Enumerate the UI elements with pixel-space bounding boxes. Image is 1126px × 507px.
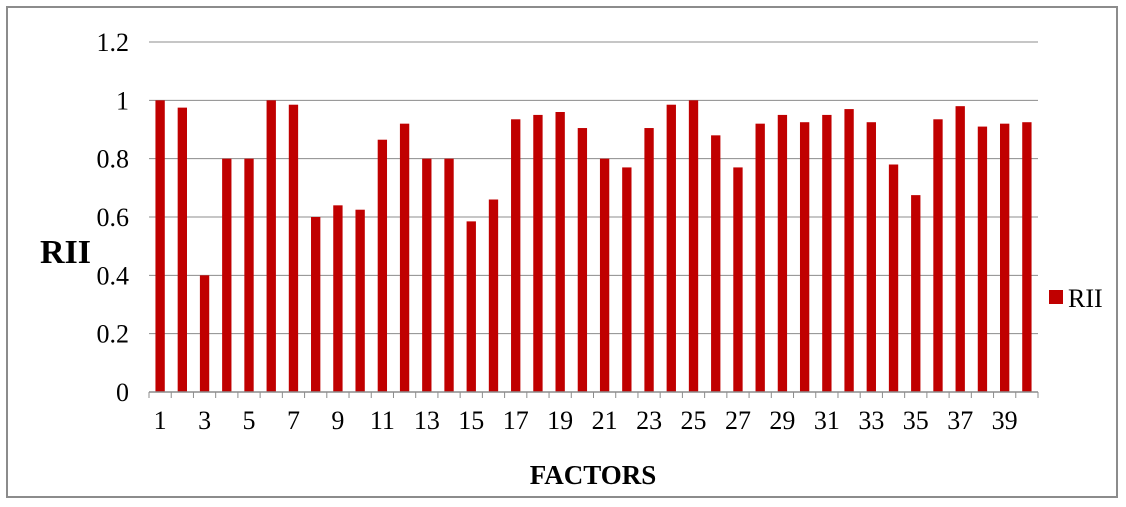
- bar: [266, 100, 276, 392]
- bar: [599, 158, 610, 392]
- x-tick-label: 37: [947, 406, 973, 435]
- bar: [311, 217, 321, 392]
- bar: [399, 123, 410, 393]
- x-tick-label: 31: [814, 406, 840, 435]
- x-tick-label: 19: [547, 406, 573, 435]
- bar: [777, 114, 788, 393]
- bar: [933, 119, 943, 393]
- y-axis-ticks: 0 0.2 0.4 0.6 0.8 1 1.2: [97, 28, 130, 407]
- bar: [488, 199, 499, 392]
- gridlines: [149, 41, 1038, 335]
- y-tick-label: 0: [116, 378, 129, 407]
- bar: [333, 205, 343, 392]
- x-tick-label: 35: [903, 406, 929, 435]
- bar: [866, 122, 876, 392]
- bar: [755, 123, 765, 393]
- bar: [288, 104, 299, 392]
- bar: [555, 112, 565, 392]
- bar: [688, 100, 699, 392]
- bar: [644, 128, 654, 392]
- x-tick-label: 25: [681, 406, 707, 435]
- y-tick-label: 0.8: [97, 145, 130, 174]
- legend: RII: [1049, 284, 1103, 313]
- bar: [244, 158, 254, 392]
- y-tick-label: 0.6: [97, 203, 130, 232]
- bar-chart: 00.20.40.60.811.2 1 3 5 7 9 11 13 15 17 19 21 23 25 2…: [40, 28, 1103, 490]
- chart-frame: 0 0.2 0.4 0.6 0.8 1 1.2 1 3 5 7 9 11 13 15 17 19 21 23 25 2…: [6, 6, 1118, 498]
- bar: [444, 158, 454, 392]
- x-tick-label: 23: [636, 406, 662, 435]
- bar: [511, 119, 521, 393]
- y-axis-title: RII: [40, 234, 91, 271]
- bar: [1022, 122, 1032, 392]
- y-tick-label: 1: [116, 86, 129, 115]
- bar: [799, 122, 810, 392]
- legend-label: RII: [1068, 284, 1103, 313]
- x-tick-label: 1: [154, 406, 167, 435]
- bar: [888, 164, 899, 392]
- bar: [911, 195, 921, 392]
- bar: [733, 167, 743, 392]
- x-tick-label: 21: [592, 406, 618, 435]
- x-tick-label: 9: [331, 406, 344, 435]
- bar: [577, 128, 588, 392]
- y-tick-label: 0.4: [97, 261, 130, 290]
- x-tick-label: 7: [287, 406, 300, 435]
- bar: [377, 139, 388, 392]
- x-axis-title: FACTORS: [530, 460, 657, 490]
- x-tick-label: 11: [370, 406, 395, 435]
- x-tick-label: 13: [414, 406, 440, 435]
- y-tick-label: 0.2: [97, 320, 130, 349]
- bar: [999, 123, 1010, 393]
- x-tick-label: 5: [243, 406, 256, 435]
- legend-swatch: [1049, 290, 1063, 304]
- bar: [355, 209, 365, 392]
- bar: [666, 104, 676, 392]
- x-tick-label: 3: [198, 406, 211, 435]
- bar: [422, 158, 432, 392]
- x-tick-label: 15: [458, 406, 484, 435]
- bar: [222, 158, 232, 392]
- bar: [822, 114, 832, 393]
- x-tick-label: 33: [858, 406, 884, 435]
- bars: [155, 100, 1032, 393]
- y-tick-label: 1.2: [97, 28, 130, 57]
- bar: [466, 221, 476, 392]
- bar: [177, 107, 188, 392]
- x-tick-label: 17: [503, 406, 529, 435]
- x-tick-label: 29: [769, 406, 795, 435]
- x-axis: [148, 391, 1039, 398]
- x-axis-ticks: 1 3 5 7 9 11 13 15 17 19 21 23 25 27 29 31 33 35 37 39: [154, 406, 1018, 435]
- bar: [533, 114, 543, 393]
- bar: [977, 126, 988, 392]
- bar: [955, 106, 965, 393]
- bar: [844, 109, 854, 392]
- bar: [199, 275, 210, 392]
- bar: [622, 167, 632, 392]
- x-tick-label: 27: [725, 406, 751, 435]
- bar: [711, 135, 721, 392]
- bar: [155, 100, 165, 392]
- x-tick-label: 39: [992, 406, 1018, 435]
